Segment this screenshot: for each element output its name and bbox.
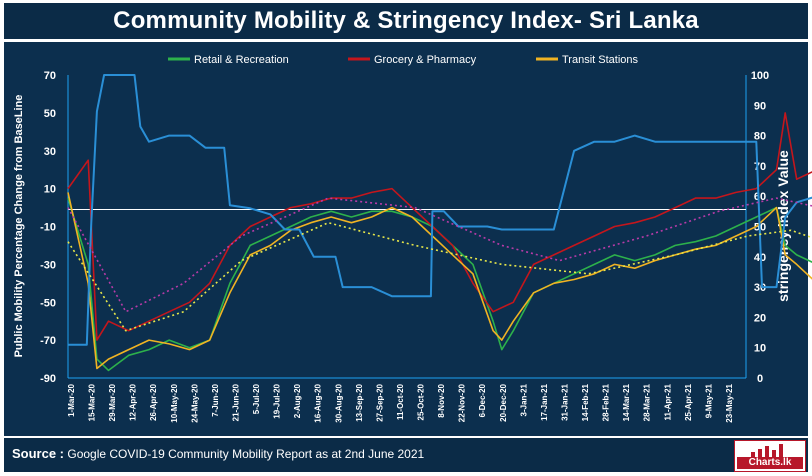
retail-recreation-line (67, 197, 812, 372)
transit-stations-line (67, 192, 812, 370)
y2-tick-label: 100 (751, 70, 769, 82)
y-tick-label: -70 (40, 335, 56, 347)
x-tick-label: 12-Apr-20 (129, 383, 138, 420)
legend: Retail & Recreation Grocery & Pharmacy Tra… (168, 54, 639, 66)
x-tick-label: 26-Apr-20 (149, 383, 158, 420)
footer-bar (4, 438, 808, 472)
y2-tick-label: 80 (754, 131, 766, 143)
x-tick-label: 2-Aug-20 (293, 383, 302, 418)
x-tick-label: 27-Sep-20 (375, 383, 384, 421)
x-tick-label: 24-May-20 (190, 383, 199, 422)
logo-text: Charts.lk (737, 457, 803, 469)
y-tick-label: -50 (40, 297, 56, 309)
y-tick-label: 70 (44, 70, 56, 82)
x-tick-label: 25-Apr-21 (684, 383, 693, 420)
chart-title: Community Mobility & Stringency Index- S… (113, 7, 699, 34)
x-tick-label: 14-Feb-21 (581, 383, 590, 421)
y-tick-label: -90 (40, 373, 56, 385)
charts-lk-logo: Charts.lk (734, 440, 806, 472)
x-tick-label: 22-Nov-20 (458, 383, 467, 422)
grocery-pharmacy-line (67, 112, 812, 341)
logo-bars-icon (751, 443, 791, 457)
x-tick-label: 30-Aug-20 (334, 383, 343, 422)
y-tick-label: -10 (40, 222, 56, 234)
x-tick-label: 20-Dec-20 (499, 383, 508, 421)
source-label: Source : (12, 446, 65, 461)
y-tick-label: 10 (44, 184, 56, 196)
x-tick-label: 8-Nov-20 (437, 383, 446, 417)
x-tick-label: 29-Mar-20 (108, 383, 117, 421)
x-tick-label: 6-Dec-20 (478, 383, 487, 417)
y2-tick-label: 30 (754, 282, 766, 294)
poly-grocery-pharmacy-trendline (67, 197, 812, 313)
x-tick-label: 7-Jun-20 (211, 383, 220, 416)
x-tick-label: 16-Aug-20 (314, 383, 323, 422)
x-tick-label: 1-Mar-20 (67, 383, 76, 416)
y2-tick-label: 60 (754, 191, 766, 203)
y2-tick-label: 20 (754, 312, 766, 324)
source-note: Source : Google COVID-19 Community Mobil… (12, 446, 424, 461)
y-tick-label: -30 (40, 259, 56, 271)
x-tick-label: 11-Apr-21 (663, 383, 672, 420)
x-tick-label: 13-Sep-20 (355, 383, 364, 421)
legend-label: Transit Stations (562, 54, 639, 66)
y-axis-title: Public Mobility Percentage Change from B… (13, 95, 25, 358)
x-tick-label: 3-Jan-21 (519, 383, 528, 416)
x-tick-label: 11-Oct-20 (396, 383, 405, 420)
y-tick-label: 50 (44, 108, 56, 120)
x-tick-label: 19-Jul-20 (273, 383, 282, 418)
y-tick-label: 30 (44, 146, 56, 158)
x-tick-label: 23-May-21 (725, 383, 734, 422)
x-tick-label: 31-Jan-21 (560, 383, 569, 420)
x-tick-label: 5-Jul-20 (252, 383, 261, 414)
x-tick-label: 28-Feb-21 (602, 383, 611, 421)
stringency-index-line (68, 74, 812, 346)
x-tick-label: 28-Mar-21 (643, 383, 652, 421)
plot-area (67, 74, 812, 372)
x-tick-label: 14-Mar-21 (622, 383, 631, 421)
x-tick-label: 17-Jan-21 (540, 383, 549, 420)
y2-tick-label: 70 (754, 161, 766, 173)
y2-tick-label: 10 (754, 343, 766, 355)
source-text: Google COVID-19 Community Mobility Repor… (67, 447, 425, 461)
legend-label: Grocery & Pharmacy (374, 54, 477, 66)
axes: 70503010-10-30-50-70-9010090807060504030… (13, 70, 791, 423)
x-tick-label: 10-May-20 (170, 383, 179, 422)
legend-label: Retail & Recreation (194, 54, 289, 66)
y2-tick-label: 0 (757, 373, 763, 385)
x-tick-label: 15-Mar-20 (88, 383, 97, 421)
x-tick-label: 21-Jun-20 (231, 383, 240, 421)
title-bar: Community Mobility & Stringency Index- S… (4, 3, 808, 39)
x-tick-label: 9-May-21 (704, 383, 713, 418)
y2-tick-label: 90 (754, 100, 766, 112)
x-tick-label: 25-Oct-20 (417, 383, 426, 420)
poly-transit-stations-trendline (67, 221, 812, 332)
